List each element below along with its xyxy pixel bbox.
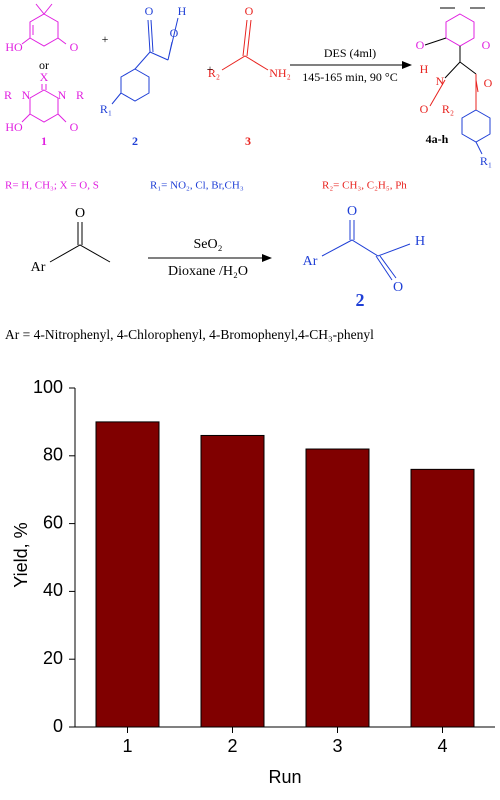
- compound-number: 4a-h: [426, 132, 449, 146]
- bonds: [21, 3, 67, 45]
- bonds: [21, 84, 67, 123]
- bonds: [475, 141, 483, 155]
- atom: O: [482, 38, 491, 52]
- compound-number: 3: [245, 134, 251, 148]
- atom: O: [484, 76, 493, 90]
- x-axis-title: Run: [268, 767, 301, 787]
- bonds: [49, 222, 111, 263]
- atom: O: [170, 26, 179, 40]
- bar: [410, 468, 475, 728]
- substituent: R₁= NO₂, Cl, Br,CH₃: [150, 180, 244, 192]
- chart: Yield, % Run 0 20 40 60 80 100 1 2 3 4: [11, 377, 495, 787]
- y-tick-label: 80: [43, 445, 63, 465]
- atom: R₂: [208, 66, 220, 80]
- y-tick-label: 100: [33, 377, 63, 397]
- bonds: [424, 7, 485, 79]
- atom: R: [4, 88, 12, 102]
- atom: R: [76, 88, 84, 102]
- ring: [461, 109, 491, 143]
- ring: [445, 13, 475, 47]
- atom: R₁: [100, 102, 112, 116]
- compound-number: 2: [356, 290, 365, 310]
- atom: Ar: [31, 260, 46, 275]
- substituent: R= H, CH₃; X = O, S: [5, 180, 99, 192]
- atom: H: [415, 234, 425, 249]
- scheme-1: HO O or X R N N R HO O + O H O R₁ + O R₂…: [4, 3, 493, 192]
- substituent: R₂= CH₃, C₂H₅, Ph: [322, 180, 407, 192]
- atom: N: [58, 88, 67, 102]
- bar: [200, 434, 265, 728]
- atom: R₂: [442, 102, 454, 116]
- atom: O: [70, 40, 79, 54]
- x-tick-label: 2: [227, 736, 237, 756]
- atom: O: [145, 4, 154, 18]
- x-tick-label: 3: [332, 736, 342, 756]
- atom: O: [245, 4, 254, 18]
- reagent: SeO₂: [194, 237, 223, 252]
- atom: HO: [5, 40, 23, 54]
- bonds: [111, 17, 179, 105]
- compound-number: 2: [132, 134, 138, 148]
- bar: [305, 448, 370, 728]
- atom: O: [416, 38, 425, 52]
- compound-number: 1: [41, 134, 47, 148]
- x-tick-label: 4: [437, 736, 447, 756]
- atom: H: [178, 4, 187, 18]
- atom: O: [420, 102, 429, 116]
- arrow-head: [262, 254, 272, 262]
- atom: O: [347, 204, 357, 219]
- ring: [29, 89, 59, 123]
- bar: [95, 421, 160, 728]
- text: or: [39, 58, 49, 72]
- bonds: [321, 220, 411, 281]
- atom: N: [436, 74, 445, 88]
- condition: DES (4ml): [324, 46, 376, 60]
- ring: [120, 68, 150, 102]
- bonds: [221, 19, 269, 71]
- atom: R₁: [480, 154, 492, 168]
- y-tick-label: 20: [43, 648, 63, 668]
- plus: +: [102, 32, 109, 46]
- atom: Ar: [303, 254, 318, 269]
- footnote: Ar = 4-Nitrophenyl, 4-Chlorophenyl, 4-Br…: [5, 327, 374, 342]
- x-tick-label: 1: [122, 736, 132, 756]
- atom: H: [420, 62, 429, 76]
- y-axis-title: Yield, %: [11, 522, 31, 587]
- arrow-head: [402, 61, 412, 69]
- y-tick-label: 60: [43, 512, 63, 532]
- y-tick-label: 40: [43, 580, 63, 600]
- plus: +: [207, 62, 214, 76]
- bonds: [429, 74, 479, 110]
- y-tick-label: 0: [53, 716, 63, 736]
- atom: X: [40, 70, 49, 84]
- atom: O: [393, 280, 403, 295]
- atom: O: [75, 206, 85, 221]
- atom: O: [70, 120, 79, 134]
- ring: [29, 13, 59, 47]
- atom: N: [22, 88, 31, 102]
- solvent: Dioxane /H₂O: [168, 264, 248, 279]
- scheme-2: O Ar Ar O H O SeO₂ Dioxane /H₂O 2 Ar = 4…: [5, 204, 425, 342]
- condition: 145-165 min, 90 °C: [302, 70, 397, 84]
- atom: HO: [5, 120, 23, 134]
- atom: NH₂: [269, 66, 291, 80]
